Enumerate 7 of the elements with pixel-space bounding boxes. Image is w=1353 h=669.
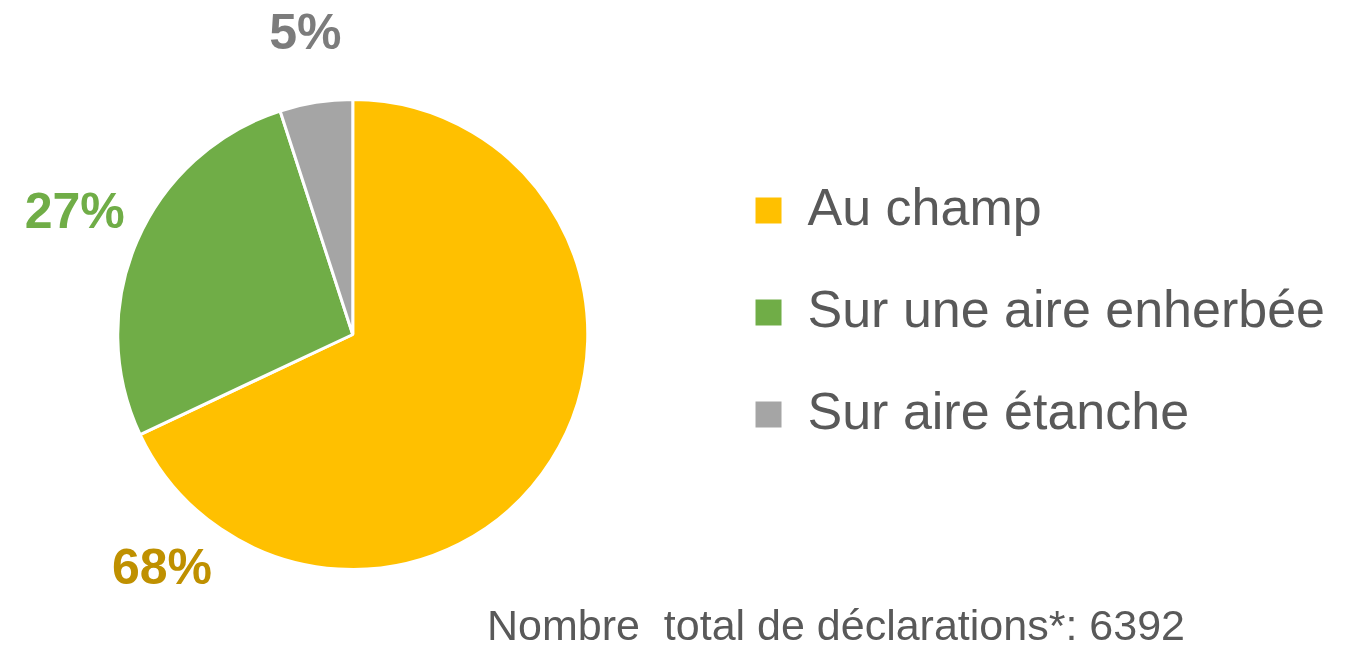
legend-label: Sur une aire enherbée [807,279,1326,338]
text: Nombre total de déclarations*: 6392 [487,600,1185,650]
data-label: 68% [111,538,213,595]
legend-label: Au champ [807,177,1042,236]
data-label: 5% [269,4,342,61]
data-label: 27% [24,182,125,239]
legend-label: Sur aire étanche [807,381,1190,440]
